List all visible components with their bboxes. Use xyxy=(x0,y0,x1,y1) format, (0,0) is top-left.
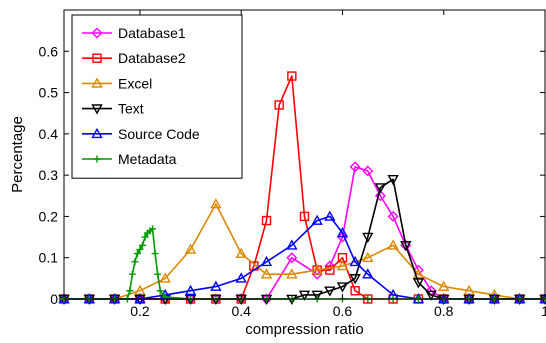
legend-entry-database1: Database1 xyxy=(82,25,186,41)
data-point-database2 xyxy=(299,211,310,222)
data-point-text xyxy=(425,290,437,301)
data-point-text xyxy=(387,174,399,186)
data-point-metadata xyxy=(133,250,141,258)
legend-marker xyxy=(91,77,103,88)
data-point-database1 xyxy=(311,268,323,280)
legend: Database1 Database2 Excel Text Source Code Me… xyxy=(71,14,243,179)
y-tick-label: 0.2 xyxy=(39,208,59,224)
data-point-database1 xyxy=(336,231,348,243)
data-point-text xyxy=(298,290,311,301)
legend-label: Text xyxy=(118,101,144,117)
data-point-text xyxy=(362,232,374,244)
data-point-excel xyxy=(438,280,450,291)
data-point-excel xyxy=(286,268,298,279)
data-point-metadata xyxy=(156,287,164,295)
x-tick-label: 0.8 xyxy=(434,303,454,319)
data-point-database2 xyxy=(261,215,272,226)
data-point-metadata xyxy=(126,287,134,295)
data-point-excel xyxy=(311,264,323,275)
legend-marker xyxy=(92,53,102,63)
data-point-excel xyxy=(336,260,349,271)
data-point-source-code xyxy=(260,255,273,267)
data-point-database1 xyxy=(387,210,399,222)
x-tick-label: 0.2 xyxy=(130,303,150,319)
legend-entry-excel: Excel xyxy=(82,75,152,91)
legend-label: Source Code xyxy=(118,126,200,142)
data-point-source-code xyxy=(210,280,222,291)
data-point-source-code xyxy=(324,210,336,221)
legend-entry-database2: Database2 xyxy=(82,50,186,66)
data-point-excel xyxy=(184,243,197,254)
data-point-database2 xyxy=(325,265,335,275)
legend-label: Excel xyxy=(118,75,152,91)
legend-label: Database2 xyxy=(118,50,186,66)
data-point-database2 xyxy=(287,71,297,81)
legend-marker xyxy=(91,27,103,39)
y-tick-label: 0.1 xyxy=(39,250,59,266)
y-tick-label: 0 xyxy=(50,291,58,307)
legend-marker xyxy=(93,155,101,163)
data-point-text xyxy=(412,278,425,289)
data-point-source-code xyxy=(286,239,298,250)
data-point-text xyxy=(400,241,412,252)
legend-entry-metadata: Metadata xyxy=(82,151,177,167)
legend-label: Database1 xyxy=(118,25,186,41)
data-point-excel xyxy=(235,247,247,258)
data-point-excel xyxy=(260,268,273,279)
data-point-metadata xyxy=(154,270,162,278)
axis-ticks xyxy=(64,10,546,300)
data-point-excel xyxy=(159,272,171,283)
data-point-source-code xyxy=(362,268,374,279)
data-point-metadata xyxy=(141,233,149,241)
plot-frame xyxy=(63,9,546,300)
x-axis-label: compression ratio xyxy=(245,321,363,338)
data-point-source-code xyxy=(311,214,323,225)
data-point-excel xyxy=(210,198,222,209)
axis-tick-labels: 0.2 0.4 0.6 0.8 1 0 0.1 0.2 0.3 0.4 0.5 0.6 xyxy=(39,43,546,319)
data-point-source-code xyxy=(336,227,349,238)
data-point-source-code xyxy=(349,255,361,267)
data-point-text xyxy=(324,286,336,297)
data-point-excel xyxy=(362,251,374,263)
x-tick-label: 0.4 xyxy=(231,303,251,319)
y-tick-label: 0.4 xyxy=(39,126,59,142)
data-point-metadata xyxy=(149,225,157,233)
series-line-excel xyxy=(64,203,545,300)
data-point-database1 xyxy=(349,161,361,173)
legend-box xyxy=(71,14,243,179)
y-tick-label: 0.3 xyxy=(39,167,59,183)
data-point-metadata xyxy=(128,270,136,278)
data-point-excel xyxy=(387,239,399,250)
data-point-database1 xyxy=(362,165,374,177)
data-point-metadata xyxy=(138,241,146,249)
legend-marker xyxy=(91,104,103,115)
data-point-text xyxy=(336,282,349,293)
data-point-database2 xyxy=(274,100,284,110)
data-point-text xyxy=(374,183,387,194)
data-point-source-code xyxy=(235,272,247,283)
legend-label: Metadata xyxy=(118,151,177,167)
y-axis-label: Percentage xyxy=(9,116,26,193)
legend-entry-source-code: Source Code xyxy=(82,126,200,142)
x-tick-label: 1 xyxy=(541,303,546,319)
data-point-text xyxy=(349,274,361,285)
legend-marker xyxy=(91,127,103,139)
y-tick-label: 0.5 xyxy=(39,85,59,101)
data-point-database2 xyxy=(350,286,360,296)
data-point-metadata xyxy=(151,250,159,258)
data-point-metadata xyxy=(131,258,139,266)
data-point-source-code xyxy=(184,284,197,296)
y-tick-label: 0.6 xyxy=(39,43,59,59)
legend-entry-text: Text xyxy=(82,101,144,117)
data-point-text xyxy=(311,290,323,301)
x-tick-label: 0.6 xyxy=(333,303,353,319)
data-point-database1 xyxy=(286,252,298,264)
data-point-database1 xyxy=(374,190,386,202)
data-point-metadata xyxy=(136,245,144,253)
